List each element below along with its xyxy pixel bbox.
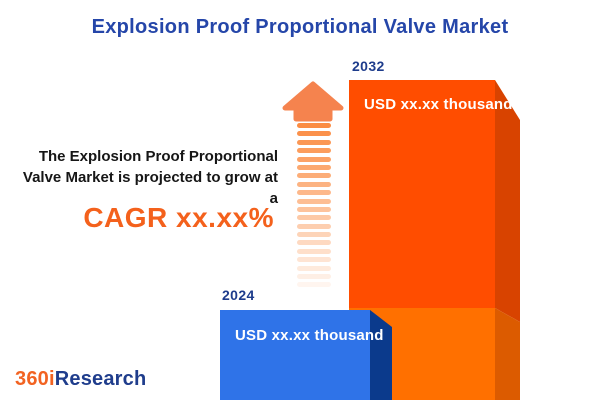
arrow-stripe (297, 164, 331, 170)
arrow-stripe (297, 123, 331, 128)
arrow-stripe (297, 248, 331, 254)
arrow-stripe (297, 232, 331, 238)
growth-annotation: The Explosion Proof Proportional Valve M… (8, 146, 278, 209)
bar-value-2024: USD xx.xx thousand (235, 327, 384, 344)
bar-2024-side (370, 310, 392, 400)
arrow-stripe (297, 148, 331, 154)
bar-2024-front (220, 310, 370, 400)
annotation-line2: Valve Market is projected to grow at (22, 169, 278, 186)
bar-2032-side-lower (495, 308, 520, 400)
arrow-stripe (297, 139, 331, 145)
annotation-line3: a (269, 190, 278, 207)
arrow-stripe (297, 198, 331, 204)
bar-2032-side-upper (495, 80, 520, 322)
arrow-stripe (297, 156, 331, 162)
arrow-stripe (297, 173, 331, 179)
growth-arrow-stripes (297, 123, 331, 291)
arrow-stripe (297, 215, 331, 221)
arrow-stripe (297, 257, 331, 263)
arrow-stripe (297, 223, 331, 229)
growth-arrow-head-icon (282, 81, 344, 122)
annotation-line1: The Explosion Proof Proportional (38, 148, 278, 165)
arrow-stripe (297, 282, 331, 288)
bar-2032-front-upper (349, 80, 495, 308)
arrow-stripe (297, 265, 331, 271)
arrow-stripe (297, 181, 331, 187)
bar-label-2032: 2032 (352, 58, 385, 74)
arrow-up-icon (282, 81, 344, 122)
arrow-stripe (297, 206, 331, 212)
arrow-stripe (297, 240, 331, 246)
bar-value-2032: USD xx.xx thousand (364, 96, 513, 113)
arrow-stripe (297, 274, 331, 280)
arrow-stripe (297, 190, 331, 196)
brand-logo-part1: 360i (15, 368, 55, 390)
bar-label-2024: 2024 (222, 287, 255, 303)
cagr-value: CAGR xx.xx% (83, 202, 274, 233)
page-title: Explosion Proof Proportional Valve Marke… (91, 16, 509, 38)
brand-logo-part2: Research (54, 368, 147, 390)
brand-logo: 360iResearch (15, 368, 146, 391)
arrow-stripe (297, 131, 331, 137)
